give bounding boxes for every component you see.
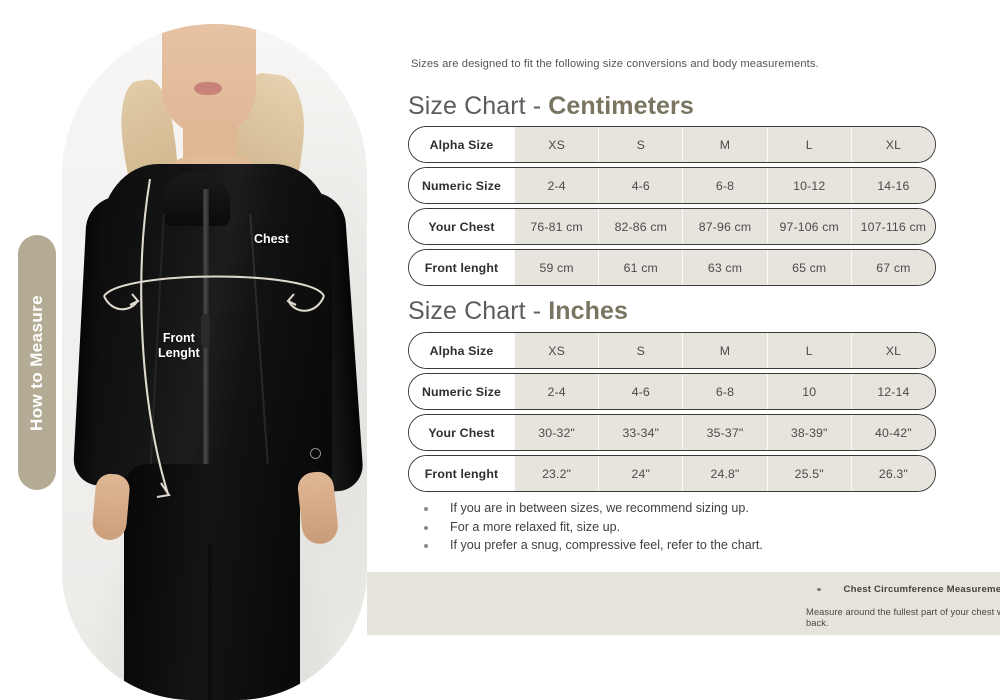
list-item-label: For a more relaxed fit, size up. [450, 519, 621, 534]
row-label: Alpha Size [409, 127, 514, 162]
cell-xs: XS [514, 127, 599, 162]
size-table-centimeters: Alpha Size XS S M L XL Numeric Size 2-4 … [408, 126, 936, 290]
bullet-icon [424, 525, 428, 530]
chart-title-unit-cm: Centimeters [548, 92, 694, 120]
front-length-label-line-2: Lenght [158, 345, 200, 360]
cell-xl: 40-42" [850, 415, 935, 450]
cell-xl: 26.3" [850, 456, 935, 491]
cell-s: 4-6 [598, 374, 683, 409]
row-label: Alpha Size [409, 333, 514, 368]
bullet-icon [817, 587, 821, 592]
front-length-label-line-1: Front [162, 331, 195, 345]
black-leggings [124, 464, 300, 700]
chest-measure-label: Chest [254, 232, 289, 246]
intro-text: Sizes are designed to fit the following … [411, 58, 819, 70]
cell-xs: 30-32" [514, 415, 599, 450]
chart-title-prefix-in: Size Chart - [408, 297, 549, 325]
size-table-inches: Alpha Size XS S M L XL Numeric Size 2-4 … [408, 332, 936, 496]
note-heading-row: Chest Circumference Measurement [817, 584, 1000, 595]
cell-m: 63 cm [682, 250, 767, 285]
bullet-icon [424, 544, 428, 548]
cell-xl: 107-116 cm [850, 209, 935, 244]
cell-s: S [598, 333, 683, 368]
table-row: Alpha Size XS S M L XL [408, 332, 936, 369]
table-row: Front lenght 23.2" 24" 24.8" 25.5" 26.3" [408, 455, 936, 492]
zipper-pull [201, 314, 210, 348]
cell-m: 35-37" [682, 415, 767, 450]
cell-l: 65 cm [766, 250, 851, 285]
fit-advice-list: If you are in between sizes, we recommen… [416, 501, 961, 557]
cell-m: M [682, 333, 767, 368]
row-label: Your Chest [409, 209, 514, 244]
cell-m: M [682, 127, 767, 162]
model-figure [62, 24, 367, 700]
cell-xs: 2-4 [514, 168, 599, 203]
measurement-guide-lines [103, 178, 325, 499]
cell-m: 24.8" [682, 456, 767, 491]
cell-xl: 67 cm [850, 250, 935, 285]
row-label: Numeric Size [409, 168, 514, 203]
table-row: Your Chest 30-32" 33-34" 35-37" 38-39" 4… [408, 414, 936, 451]
list-item-label: If you are in between sizes, we recommen… [450, 501, 749, 515]
cell-s: S [598, 127, 683, 162]
list-item-label: If you prefer a snug, compressive feel, … [450, 538, 763, 552]
table-row: Front lenght 59 cm 61 cm 63 cm 65 cm 67 … [408, 249, 936, 286]
cell-s: 61 cm [598, 250, 683, 285]
cell-xl: XL [850, 127, 935, 162]
cell-l: 10-12 [766, 168, 851, 203]
cell-xs: 59 cm [514, 250, 599, 285]
note-heading: Chest Circumference Measurement [843, 584, 1000, 595]
row-label: Numeric Size [409, 374, 514, 409]
list-item: For a more relaxed fit, size up. [416, 520, 961, 534]
model-photo: Chest Front Lenght [62, 24, 367, 700]
table-row: Alpha Size XS S M L XL [408, 126, 936, 163]
face [162, 24, 256, 136]
how-to-measure-tab-label: How to Measure [27, 294, 46, 431]
list-item: If you are in between sizes, we recommen… [416, 501, 961, 515]
how-to-measure-tab[interactable]: How to Measure [18, 235, 56, 490]
jacket-zipper [203, 189, 209, 519]
cell-l: 10 [766, 374, 851, 409]
table-row: Numeric Size 2-4 4-6 6-8 10-12 14-16 [408, 167, 936, 204]
cell-xl: XL [850, 333, 935, 368]
note-body: Measure around the fullest part of your … [806, 606, 1000, 628]
lips [194, 82, 222, 95]
cell-s: 4-6 [598, 168, 683, 203]
cell-s: 82-86 cm [598, 209, 683, 244]
table-row: Numeric Size 2-4 4-6 6-8 10 12-14 [408, 373, 936, 410]
cell-xs: 23.2" [514, 456, 599, 491]
cell-xs: 76-81 cm [514, 209, 599, 244]
front-length-measure-label: Front Lenght [158, 331, 200, 361]
brand-logo-icon [310, 448, 321, 459]
bullet-icon [424, 507, 428, 511]
cell-s: 33-34" [598, 415, 683, 450]
cell-m: 6-8 [682, 374, 767, 409]
cell-l: 25.5" [766, 456, 851, 491]
cell-xs: XS [514, 333, 599, 368]
cell-l: 38-39" [766, 415, 851, 450]
cell-l: L [766, 333, 851, 368]
cell-xs: 2-4 [514, 374, 599, 409]
cell-m: 6-8 [682, 168, 767, 203]
cell-l: 97-106 cm [766, 209, 851, 244]
row-label: Your Chest [409, 415, 514, 450]
size-chart-content: Sizes are designed to fit the following … [367, 0, 1000, 700]
cell-m: 87-96 cm [682, 209, 767, 244]
leg-separation [208, 544, 212, 700]
chart-title-prefix-cm: Size Chart - [408, 92, 549, 120]
cell-l: L [766, 127, 851, 162]
chart-title-inches: Size Chart - Inches [408, 297, 628, 326]
cell-xl: 14-16 [850, 168, 935, 203]
list-item: If you prefer a snug, compressive feel, … [416, 538, 961, 552]
chart-title-unit-in: Inches [548, 297, 629, 325]
row-label: Front lenght [409, 250, 514, 285]
chart-title-centimeters: Size Chart - Centimeters [408, 92, 694, 121]
row-label: Front lenght [409, 456, 514, 491]
jacket-collar [164, 172, 230, 226]
cell-s: 24" [598, 456, 683, 491]
chest-measurement-note-panel: Chest Circumference Measurement Measure … [367, 572, 1000, 635]
cell-xl: 12-14 [850, 374, 935, 409]
table-row: Your Chest 76-81 cm 82-86 cm 87-96 cm 97… [408, 208, 936, 245]
